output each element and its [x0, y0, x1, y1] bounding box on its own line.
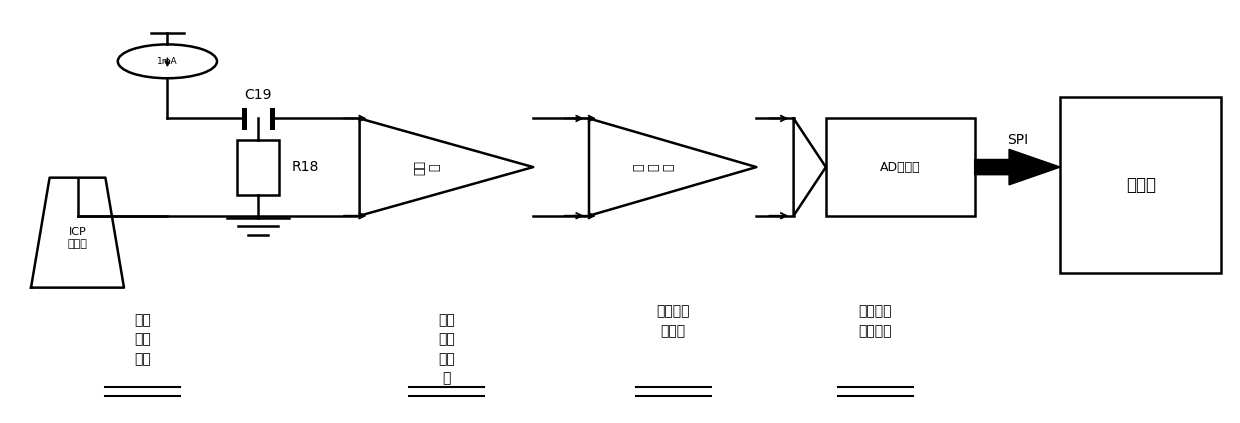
Text: 模拟数字
转换单元: 模拟数字 转换单元 [858, 305, 893, 338]
Text: C19: C19 [244, 88, 272, 102]
Text: 信号
接收
单元: 信号 接收 单元 [134, 313, 151, 366]
Bar [237, 140, 279, 195]
Text: AD转换器: AD转换器 [880, 161, 920, 173]
Bar [826, 118, 975, 216]
Text: SPI: SPI [1007, 132, 1028, 147]
Bar [1060, 97, 1221, 273]
Text: ICP
传感器: ICP 传感器 [67, 227, 88, 249]
Text: 滤
波
器: 滤 波 器 [632, 163, 676, 171]
Polygon shape [975, 149, 1060, 185]
Text: 1mA: 1mA [157, 57, 177, 66]
Text: 可编
程增
益单
元: 可编 程增 益单 元 [438, 313, 455, 385]
Text: 处理器: 处理器 [1126, 176, 1156, 194]
Text: 放大
器: 放大 器 [414, 159, 441, 175]
Text: 抗混叠滤
波单元: 抗混叠滤 波单元 [656, 305, 691, 338]
Text: R18: R18 [291, 160, 319, 174]
